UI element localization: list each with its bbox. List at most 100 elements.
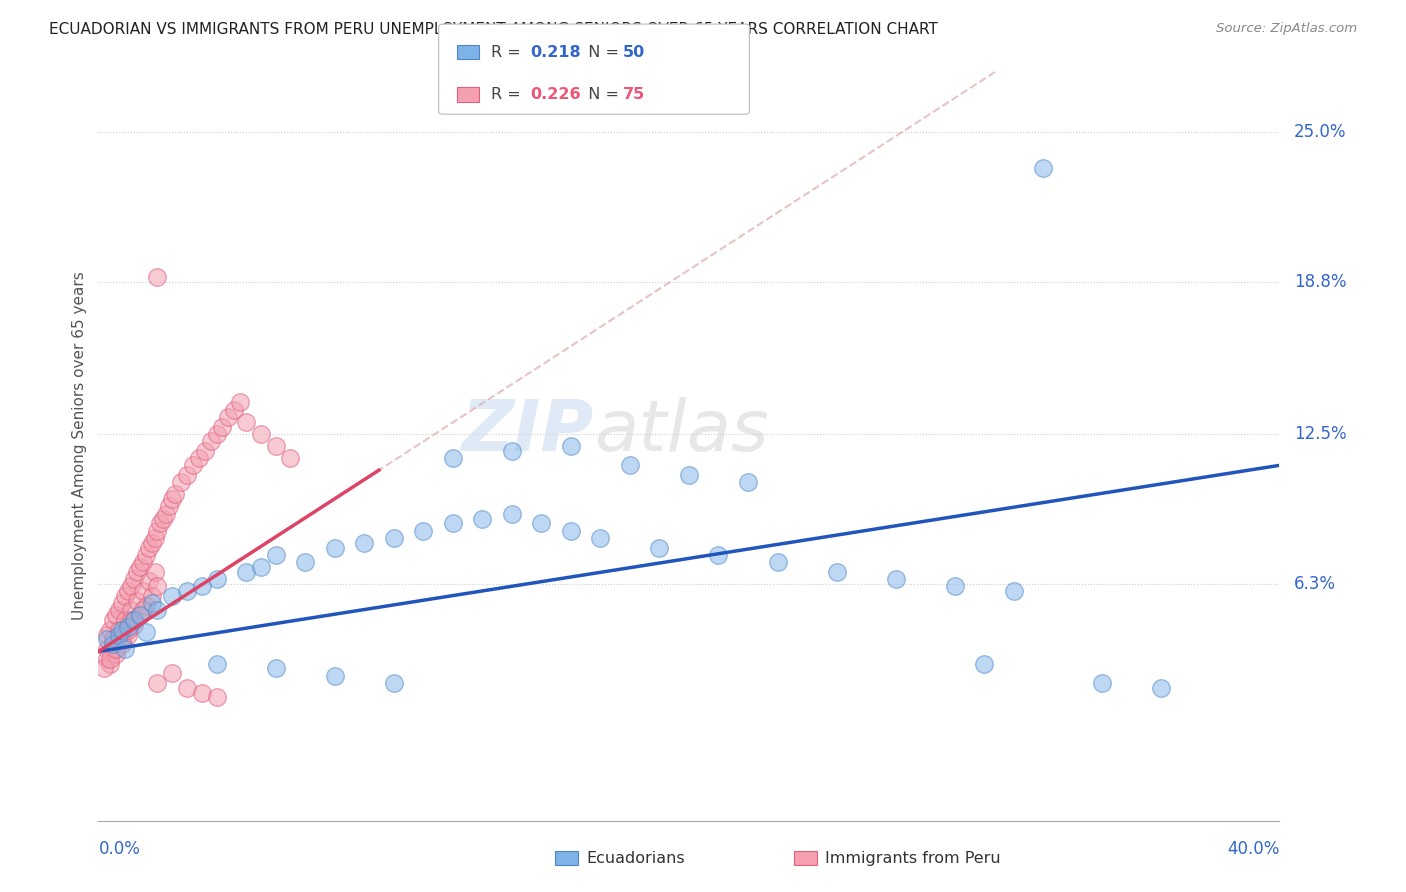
Point [98, 657, 121, 671]
Point [943, 579, 966, 593]
Point [323, 541, 346, 555]
Point [149, 516, 172, 531]
Point [501, 443, 523, 458]
Point [294, 555, 316, 569]
Point [105, 608, 128, 623]
Point [250, 559, 273, 574]
Text: R =: R = [491, 87, 526, 102]
Point [224, 402, 246, 417]
Point [353, 535, 375, 549]
Point [111, 637, 134, 651]
Point [96, 632, 118, 647]
Point [120, 603, 142, 617]
Point [187, 451, 209, 466]
Point [141, 596, 163, 610]
Point [560, 524, 582, 538]
Point [181, 458, 204, 473]
Point [132, 584, 155, 599]
Point [200, 434, 222, 449]
Point [103, 637, 125, 651]
Point [229, 395, 252, 409]
Point [412, 524, 434, 538]
Point [122, 613, 145, 627]
Point [146, 269, 169, 284]
Point [114, 623, 136, 637]
Point [96, 642, 118, 657]
Point [382, 531, 405, 545]
Text: atlas: atlas [595, 397, 769, 466]
Point [382, 676, 405, 690]
Point [973, 657, 995, 671]
Point [250, 426, 273, 441]
Point [105, 642, 128, 657]
Point [96, 627, 118, 641]
Point [135, 548, 157, 562]
Point [122, 572, 145, 586]
Point [93, 661, 115, 675]
Text: ZIP: ZIP [463, 397, 595, 466]
Point [191, 579, 214, 593]
Point [135, 625, 157, 640]
Text: Source: ZipAtlas.com: Source: ZipAtlas.com [1216, 22, 1357, 36]
Point [103, 642, 125, 657]
Point [152, 511, 174, 525]
Point [117, 627, 139, 641]
Point [205, 657, 228, 671]
Point [1032, 161, 1054, 175]
Y-axis label: Unemployment Among Seniors over 65 years: Unemployment Among Seniors over 65 years [72, 272, 87, 620]
Point [280, 451, 302, 466]
Point [205, 572, 228, 586]
Point [191, 685, 214, 699]
Point [111, 596, 134, 610]
Point [146, 524, 169, 538]
Point [138, 574, 160, 589]
Point [108, 632, 131, 647]
Point [170, 475, 193, 490]
Point [205, 426, 228, 441]
Point [128, 608, 150, 623]
Point [264, 661, 287, 675]
Point [108, 627, 131, 641]
Text: 40.0%: 40.0% [1227, 840, 1279, 858]
Point [146, 579, 169, 593]
Text: N =: N = [578, 45, 624, 60]
Point [176, 681, 198, 695]
Text: 25.0%: 25.0% [1295, 123, 1347, 141]
Point [162, 666, 183, 681]
Point [264, 439, 287, 453]
Point [111, 632, 134, 647]
Point [122, 613, 145, 627]
Point [589, 531, 612, 545]
Point [194, 443, 217, 458]
Point [1150, 681, 1173, 695]
Point [155, 507, 177, 521]
Point [117, 620, 139, 634]
Point [135, 599, 157, 613]
Point [114, 589, 136, 603]
Text: 18.8%: 18.8% [1295, 273, 1347, 291]
Point [111, 623, 134, 637]
Point [264, 548, 287, 562]
Point [648, 541, 671, 555]
Point [162, 589, 183, 603]
Point [176, 584, 198, 599]
Point [162, 492, 183, 507]
Point [125, 593, 148, 607]
Point [146, 676, 169, 690]
Point [128, 608, 150, 623]
Point [117, 584, 139, 599]
Point [1091, 676, 1114, 690]
Point [141, 589, 163, 603]
Point [211, 419, 233, 434]
Point [108, 623, 131, 637]
Point [441, 451, 464, 466]
Point [120, 579, 142, 593]
Text: Ecuadorians: Ecuadorians [586, 851, 685, 865]
Text: 50: 50 [623, 45, 645, 60]
Text: 0.218: 0.218 [530, 45, 581, 60]
Point [884, 572, 907, 586]
Point [441, 516, 464, 531]
Point [141, 535, 163, 549]
Text: 0.226: 0.226 [530, 87, 581, 102]
Point [114, 642, 136, 657]
